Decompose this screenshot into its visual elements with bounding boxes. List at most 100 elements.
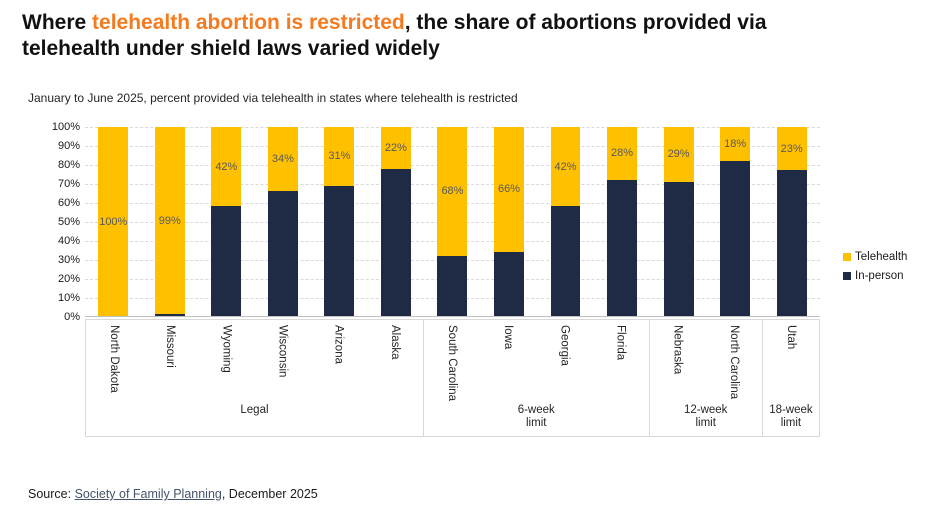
y-tick-label: 60% (57, 197, 80, 209)
state-cell: Utah (763, 320, 819, 404)
bar-slot-arizona: 31% (311, 127, 368, 316)
x-label-nebraska: Nebraska (671, 325, 684, 375)
state-cell: Missouri (142, 320, 198, 404)
in-person-segment (663, 181, 694, 316)
stacked-bar-north-carolina (720, 127, 751, 316)
group-label: 18-week limit (769, 404, 813, 429)
in-person-swatch-icon (843, 271, 851, 280)
state-cell: South Carolina (424, 320, 480, 404)
x-label-north-dakota: North Dakota (108, 325, 121, 393)
x-label-wisconsin: Wisconsin (276, 325, 289, 378)
telehealth-segment (607, 127, 638, 180)
x-label-iowa: Iowa (502, 325, 515, 350)
in-person-segment (720, 161, 751, 316)
stacked-bar-missouri (154, 127, 185, 316)
bar-value-label: 42% (215, 160, 238, 173)
x-label-florida: Florida (614, 325, 627, 361)
x-group-18-week-limit: Utah 18-week limit (761, 320, 819, 436)
legend-item-in-person: In-person (843, 266, 907, 285)
state-cell: Iowa (480, 320, 536, 404)
telehealth-segment (98, 127, 129, 316)
bar-slot-utah: 23% (763, 127, 820, 316)
source-prefix: Source: (28, 487, 75, 501)
y-tick-label: 70% (57, 178, 80, 190)
in-person-segment (776, 170, 807, 316)
bars-container: 100% 99% 42% 34% 31% 22% 68% 66% 42% 28% 29% 18% 23% (85, 127, 820, 316)
state-labels-row: North Dakota Missouri Wyoming Wisconsin Ariz… (86, 320, 423, 404)
bar-value-label: 28% (611, 147, 634, 160)
state-cell: Alaska (367, 320, 423, 404)
y-tick-label: 20% (57, 273, 80, 285)
state-cell: North Dakota (86, 320, 142, 404)
state-labels-row: South Carolina Iowa Georgia Florida (424, 320, 649, 404)
stacked-bar-iowa (494, 127, 524, 316)
bar-value-label: 23% (780, 142, 803, 155)
in-person-segment (380, 168, 411, 316)
bar-slot-wyoming: 42% (198, 127, 255, 316)
title-highlight: telehealth abortion is restricted (92, 11, 405, 34)
bar-value-label: 34% (271, 153, 294, 166)
bar-slot-wisconsin: 34% (255, 127, 312, 316)
group-label: Legal (240, 404, 269, 416)
telehealth-segment (494, 127, 524, 252)
state-cell: Nebraska (650, 320, 706, 404)
in-person-segment (154, 314, 185, 316)
x-group-12-week-limit: Nebraska North Carolina 12-week limit (648, 320, 762, 436)
source-link[interactable]: Society of Family Planning (74, 487, 222, 501)
x-label-wyoming: Wyoming (220, 325, 233, 373)
state-cell: Florida (592, 320, 648, 404)
stacked-bar-north-dakota (98, 127, 129, 316)
stacked-bar-utah (776, 127, 807, 316)
telehealth-segment (267, 127, 298, 192)
source-line: Source: Society of Family Planning, Dece… (28, 487, 318, 501)
chart-legend: Telehealth In-person (843, 247, 907, 285)
plot-area: 100% 99% 42% 34% 31% 22% 68% 66% 42% 28% 29% 18% 23% (85, 127, 820, 317)
state-cell: Georgia (536, 320, 592, 404)
telehealth-segment (380, 127, 411, 169)
group-label: 12-week limit (683, 404, 728, 429)
y-tick-label: 50% (57, 216, 80, 228)
x-label-south-carolina: South Carolina (446, 325, 458, 402)
title-prefix: Where (22, 11, 93, 34)
y-tick-label: 0% (64, 311, 80, 323)
title-line2: telehealth under shield laws varied wide… (22, 37, 440, 60)
telehealth-segment (663, 127, 694, 182)
x-group-6-week-limit: South Carolina Iowa Georgia Florida 6-week l… (422, 320, 649, 436)
title-suffix: , the share of abortions provided via (404, 11, 767, 34)
x-label-alaska: Alaska (388, 325, 401, 360)
state-labels-row: Utah (763, 320, 819, 404)
y-tick-label: 90% (57, 140, 80, 152)
y-tick-label: 40% (57, 235, 80, 247)
y-tick-label: 100% (51, 121, 80, 133)
bar-slot-alaska: 22% (368, 127, 425, 316)
y-tick-label: 10% (57, 292, 80, 304)
in-person-segment (494, 251, 524, 316)
bar-slot-nebraska: 29% (650, 127, 707, 316)
x-label-utah: Utah (784, 325, 797, 350)
legend-label-in-person: In-person (855, 269, 904, 282)
page-title: Where telehealth abortion is restricted,… (22, 10, 922, 62)
stacked-bar-alaska (380, 127, 411, 316)
x-label-missouri: Missouri (164, 325, 177, 368)
stacked-bar-wisconsin (267, 127, 298, 316)
stacked-bar-south-carolina (437, 127, 468, 316)
legend-item-telehealth: Telehealth (843, 247, 907, 266)
bar-value-label: 99% (158, 214, 181, 227)
state-cell: North Carolina (706, 320, 762, 404)
x-label-arizona: Arizona (332, 325, 345, 364)
x-axis-box: North Dakota Missouri Wyoming Wisconsin Ariz… (85, 319, 820, 437)
bar-value-label: 42% (554, 160, 577, 173)
bar-value-label: 68% (441, 185, 464, 198)
telehealth-segment (437, 127, 468, 256)
in-person-segment (324, 185, 355, 316)
telehealth-segment (550, 127, 581, 207)
bar-slot-florida: 28% (594, 127, 651, 316)
y-axis-labels: 100% 90% 80% 70% 60% 50% 40% 30% 20% 10% 0% (28, 121, 80, 327)
telehealth-swatch-icon (843, 252, 851, 261)
group-label: 6-week limit (517, 404, 555, 429)
bar-slot-missouri: 99% (142, 127, 199, 316)
telehealth-segment (776, 127, 807, 171)
in-person-segment (267, 191, 298, 316)
bar-value-label: 31% (328, 150, 351, 163)
